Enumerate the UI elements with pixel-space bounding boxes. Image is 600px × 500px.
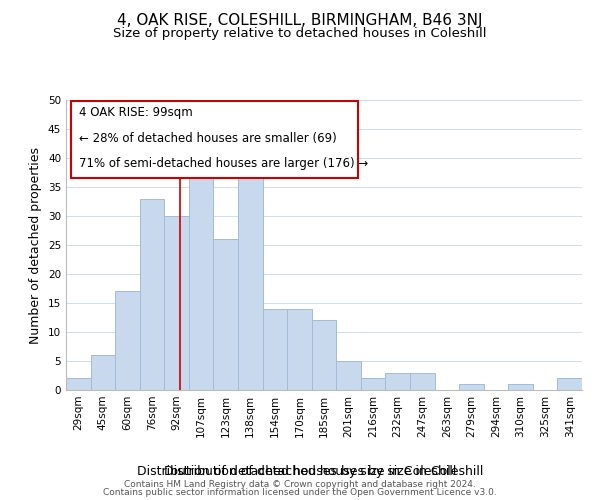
- Bar: [91, 355, 115, 390]
- Bar: [115, 292, 140, 390]
- Bar: [385, 372, 410, 390]
- Bar: [508, 384, 533, 390]
- Bar: [214, 239, 238, 390]
- Bar: [140, 198, 164, 390]
- Text: 71% of semi-detached houses are larger (176) →: 71% of semi-detached houses are larger (…: [79, 156, 368, 170]
- Bar: [238, 164, 263, 390]
- Text: Size of property relative to detached houses in Coleshill: Size of property relative to detached ho…: [113, 28, 487, 40]
- Bar: [164, 216, 189, 390]
- Bar: [66, 378, 91, 390]
- Bar: [410, 372, 434, 390]
- Y-axis label: Number of detached properties: Number of detached properties: [29, 146, 43, 344]
- Bar: [312, 320, 336, 390]
- Text: Contains public sector information licensed under the Open Government Licence v3: Contains public sector information licen…: [103, 488, 497, 497]
- FancyBboxPatch shape: [71, 102, 358, 178]
- Bar: [189, 176, 214, 390]
- Bar: [287, 309, 312, 390]
- Text: 4 OAK RISE: 99sqm: 4 OAK RISE: 99sqm: [79, 106, 193, 119]
- Bar: [459, 384, 484, 390]
- Bar: [263, 309, 287, 390]
- Bar: [336, 361, 361, 390]
- Bar: [361, 378, 385, 390]
- Text: ← 28% of detached houses are smaller (69): ← 28% of detached houses are smaller (69…: [79, 132, 337, 145]
- Text: Distribution of detached houses by size in Coleshill: Distribution of detached houses by size …: [164, 464, 484, 477]
- Text: 4, OAK RISE, COLESHILL, BIRMINGHAM, B46 3NJ: 4, OAK RISE, COLESHILL, BIRMINGHAM, B46 …: [117, 12, 483, 28]
- Text: Distribution of detached houses by size in Coleshill: Distribution of detached houses by size …: [137, 464, 457, 477]
- Bar: [557, 378, 582, 390]
- Text: Contains HM Land Registry data © Crown copyright and database right 2024.: Contains HM Land Registry data © Crown c…: [124, 480, 476, 489]
